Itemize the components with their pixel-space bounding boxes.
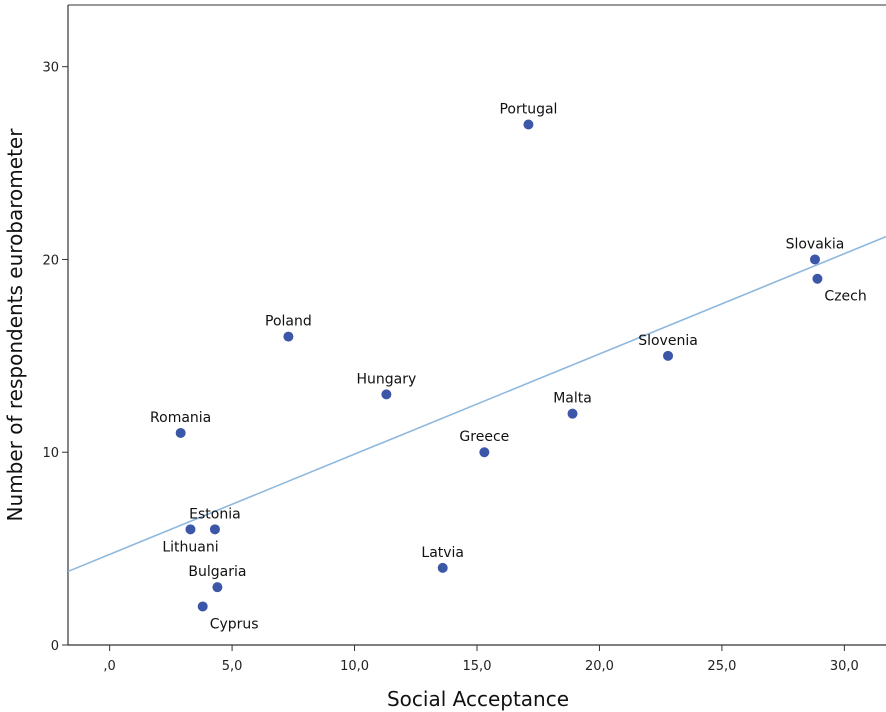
data-point xyxy=(663,350,674,361)
data-point xyxy=(381,389,392,400)
y-axis-ticks: 0 10 20 30 xyxy=(42,61,68,654)
data-point xyxy=(185,524,196,535)
data-points xyxy=(175,119,823,612)
point-label: Greece xyxy=(459,429,509,445)
y-tick-label: 20 xyxy=(42,253,59,268)
point-label: Malta xyxy=(553,391,592,407)
point-label: Latvia xyxy=(421,545,464,561)
data-point xyxy=(197,601,208,612)
point-label: Cyprus xyxy=(210,616,259,632)
point-label: Poland xyxy=(265,314,312,330)
point-label: Hungary xyxy=(356,371,416,387)
x-tick-label: 30,0 xyxy=(830,659,859,674)
point-label: Portugal xyxy=(499,102,557,118)
y-tick-label: 10 xyxy=(42,446,59,461)
point-label: Bulgaria xyxy=(188,564,246,580)
point-label: Slovenia xyxy=(638,333,698,349)
y-axis-title: Number of respondents eurobarometer xyxy=(3,128,27,522)
fit-line xyxy=(67,235,886,573)
x-axis-ticks: ,0 5,0 10,0 15,0 20,0 25,0 30,0 xyxy=(103,645,859,674)
point-label: Slovakia xyxy=(786,236,845,252)
x-axis-title: Social Acceptance xyxy=(387,687,569,711)
fit-line-group xyxy=(67,235,886,573)
point-label: Romania xyxy=(150,410,211,426)
x-tick-label: ,0 xyxy=(103,659,115,674)
x-tick-label: 25,0 xyxy=(707,659,736,674)
data-point xyxy=(437,562,448,573)
data-point xyxy=(809,254,820,265)
point-label: Lithuani xyxy=(162,539,218,555)
y-tick-label: 30 xyxy=(42,61,59,76)
x-tick-label: 20,0 xyxy=(585,659,614,674)
data-point xyxy=(209,524,220,535)
x-tick-label: 15,0 xyxy=(463,659,492,674)
point-labels: Portugal Slovakia Czech Poland Slovenia Hunga… xyxy=(150,102,867,633)
data-point xyxy=(212,582,223,593)
data-point xyxy=(567,408,578,419)
x-tick-label: 10,0 xyxy=(340,659,369,674)
point-label: Czech xyxy=(824,289,866,305)
data-point xyxy=(283,331,294,342)
data-point xyxy=(523,119,534,130)
y-tick-label: 0 xyxy=(51,639,59,654)
data-point xyxy=(175,427,186,438)
x-tick-label: 5,0 xyxy=(222,659,243,674)
point-label: Estonia xyxy=(189,506,241,522)
data-point xyxy=(812,273,823,284)
data-point xyxy=(479,447,490,458)
